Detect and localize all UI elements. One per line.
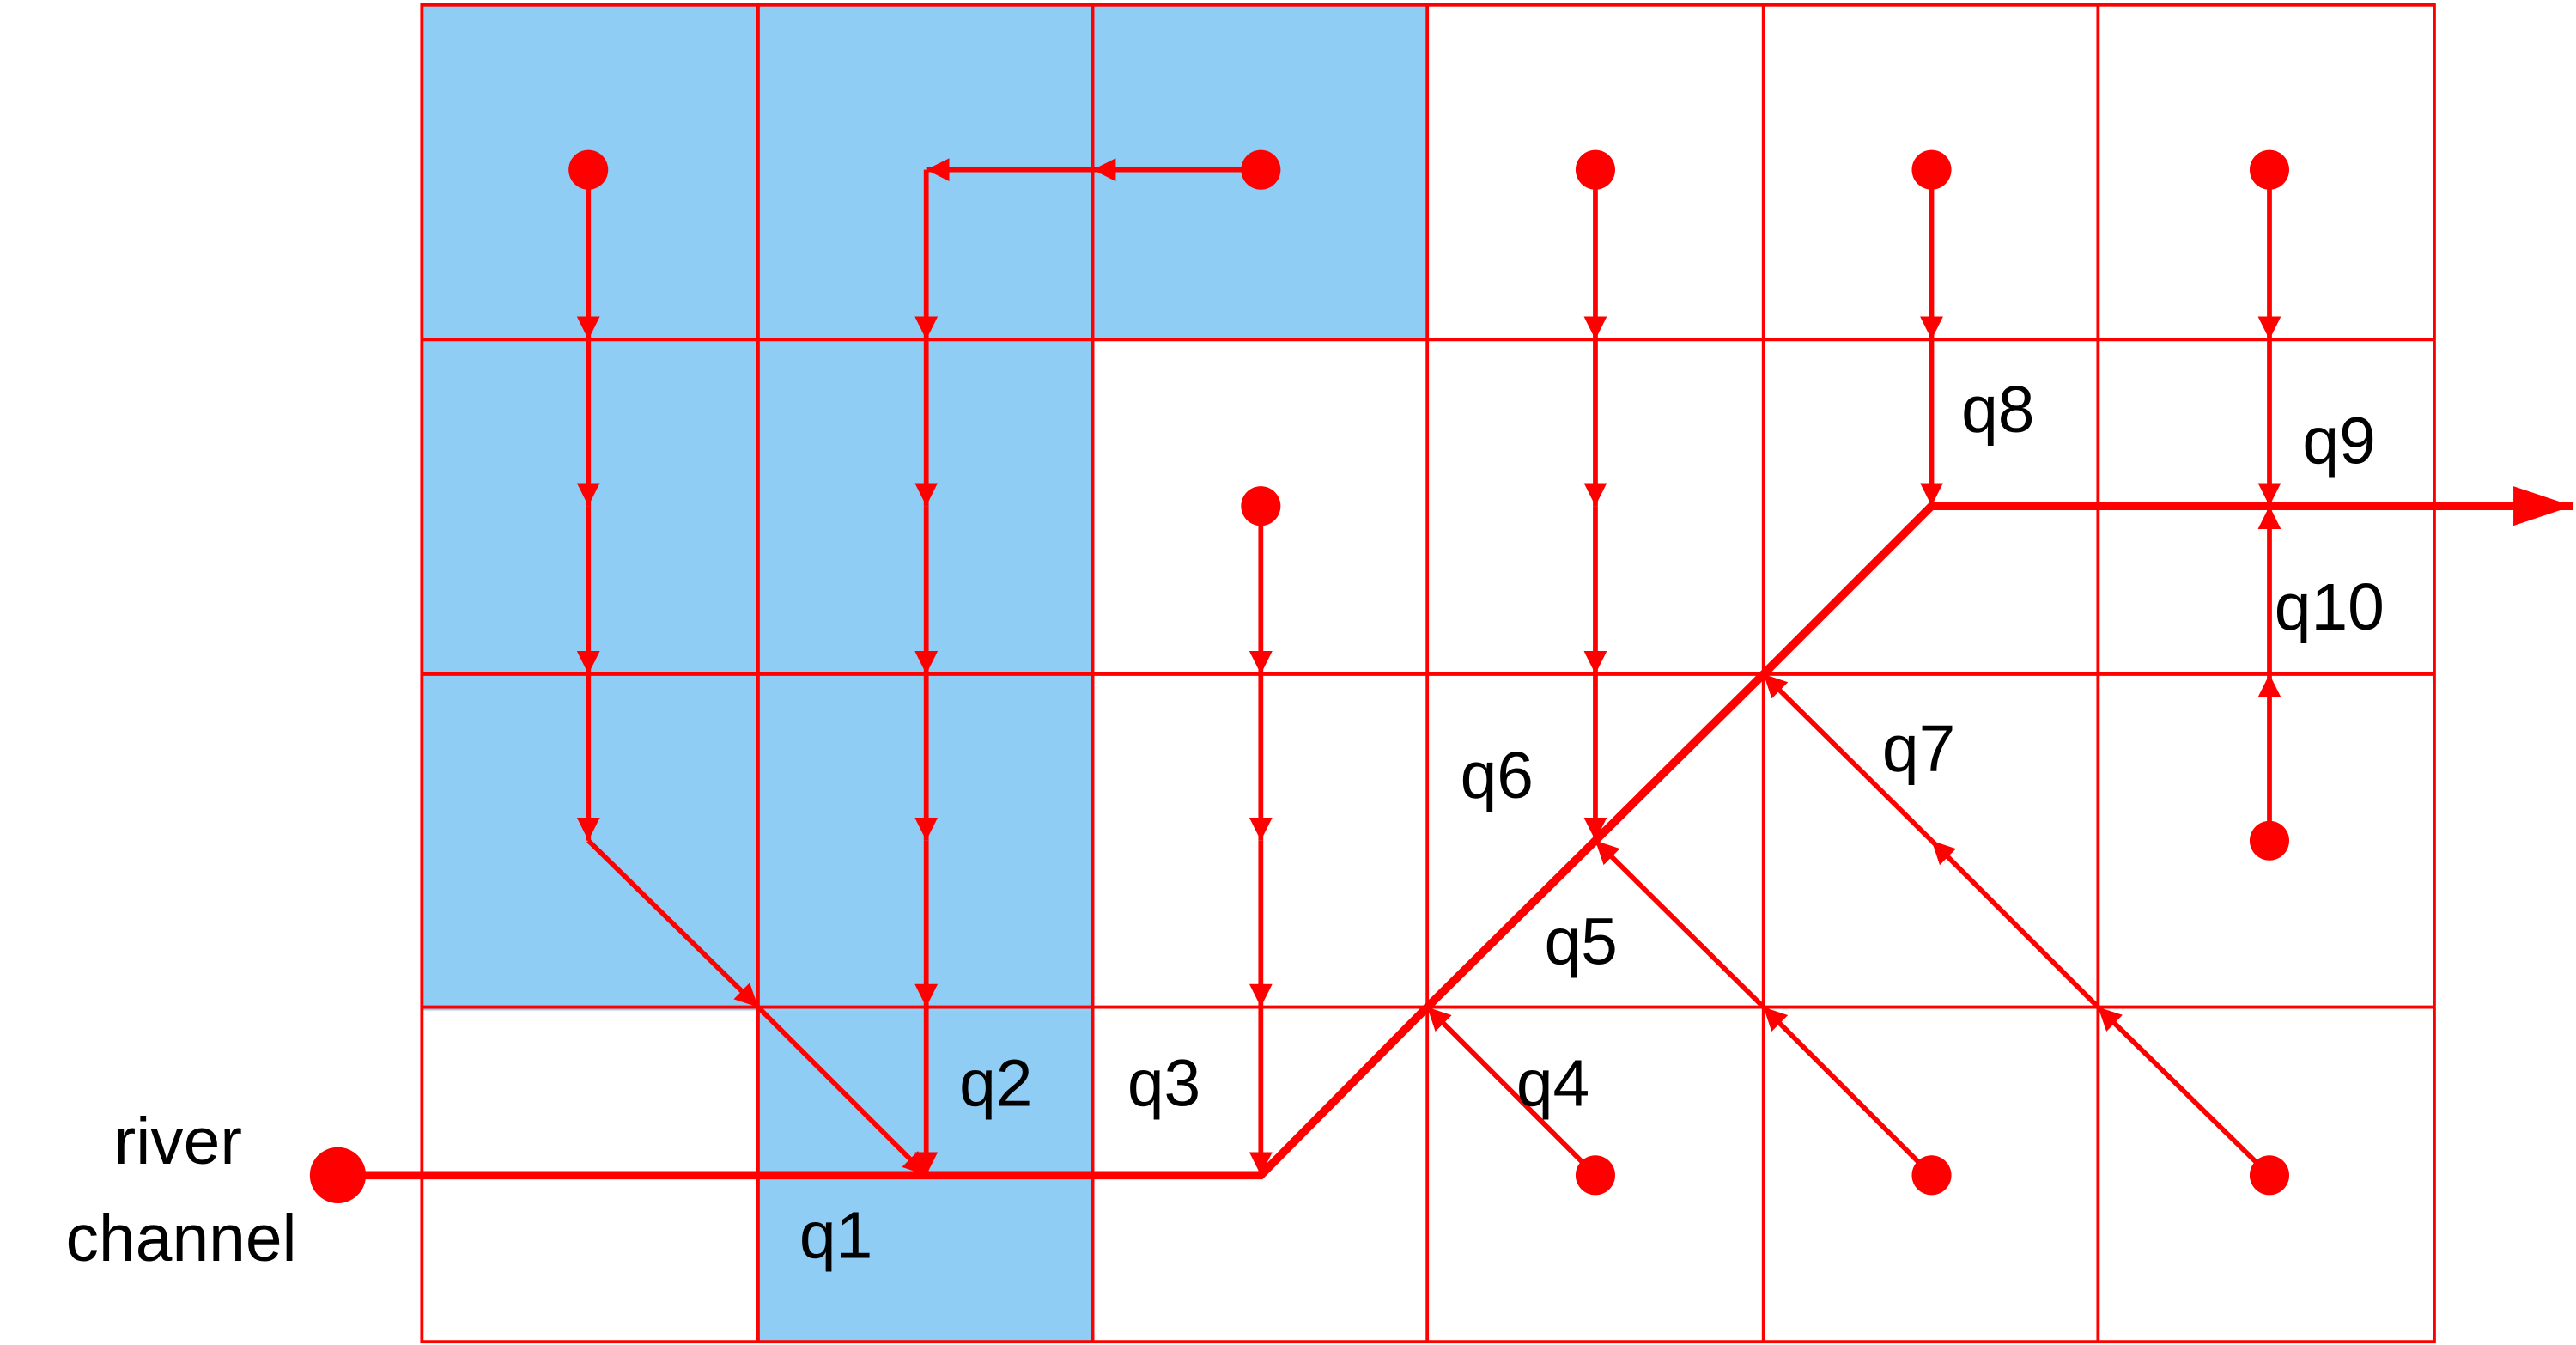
source-point — [2249, 149, 2290, 190]
label-q6: q6 — [1461, 739, 1534, 812]
flow-arrow — [586, 838, 760, 1009]
river-channel-point — [309, 1147, 367, 1203]
label-q8: q8 — [1961, 374, 2034, 447]
flow-arrow — [2096, 1005, 2272, 1178]
source-point — [2249, 1155, 2290, 1196]
flow-arrow — [1761, 1005, 1934, 1178]
source-point — [1241, 486, 1281, 526]
source-point — [568, 149, 609, 190]
flow-arrow — [756, 1005, 928, 1178]
label-q2: q2 — [959, 1048, 1032, 1121]
source-point — [1241, 149, 1281, 190]
flow-arrows — [576, 158, 2281, 1178]
label-q9: q9 — [2302, 405, 2375, 478]
label-q3: q3 — [1127, 1048, 1200, 1121]
label-q4: q4 — [1516, 1048, 1589, 1121]
label-q1: q1 — [799, 1199, 872, 1272]
channel-label: channel — [66, 1202, 297, 1275]
river-label: river — [114, 1105, 242, 1178]
flow-arrow — [1929, 838, 2100, 1009]
label-q10: q10 — [2275, 571, 2385, 644]
source-point — [1575, 149, 1615, 190]
label-q5: q5 — [1544, 906, 1617, 979]
source-points — [309, 149, 2290, 1203]
flow-arrow — [1593, 838, 1765, 1009]
source-point — [1911, 149, 1952, 190]
source-point — [1911, 1155, 1952, 1196]
label-q7: q7 — [1882, 713, 1955, 786]
source-point — [1575, 1155, 1615, 1196]
labels: river channel q1 q2 q3 q4 q5 q6 q7 q8 q9… — [66, 374, 2385, 1275]
flow-arrow — [1761, 672, 1934, 843]
source-point — [2249, 820, 2290, 861]
flow-arrow — [1425, 1005, 1598, 1178]
